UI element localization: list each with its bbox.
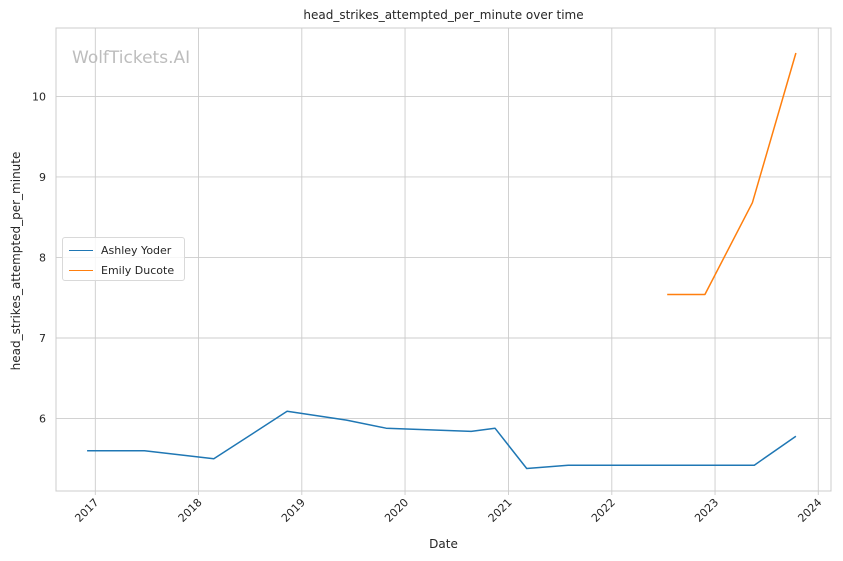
legend-swatch-emily-ducote	[69, 269, 93, 271]
y-tick-label: 8	[39, 251, 46, 264]
x-tick-label: 2018	[176, 496, 205, 525]
x-axis-label: Date	[429, 537, 458, 551]
y-tick-label: 9	[39, 171, 46, 184]
series-line-ashley-yoder	[87, 410, 797, 470]
x-tick-label: 2020	[382, 496, 411, 525]
legend: Ashley Yoder Emily Ducote	[62, 237, 185, 281]
series-line-emily-ducote	[667, 52, 797, 296]
watermark: WolfTickets.AI	[72, 48, 191, 68]
legend-item-ashley-yoder: Ashley Yoder	[69, 242, 171, 258]
x-tick-label: 2017	[72, 496, 101, 525]
legend-label-ashley-yoder: Ashley Yoder	[101, 243, 172, 257]
x-tick-label: 2019	[279, 496, 308, 525]
legend-label-emily-ducote: Emily Ducote	[101, 263, 175, 277]
y-tick-label: 10	[32, 90, 46, 103]
x-tick-label: 2022	[589, 496, 618, 525]
y-tick-label: 6	[39, 413, 46, 426]
y-tick-label: 7	[39, 332, 46, 345]
x-tick-label: 2024	[795, 496, 824, 525]
y-axis-label: head_strikes_attempted_per_minute	[9, 151, 23, 371]
series-layer	[87, 52, 797, 470]
plot-frame	[55, 27, 832, 492]
x-tick-label: 2021	[486, 496, 515, 525]
chart-title: head_strikes_attempted_per_minute over t…	[303, 8, 584, 22]
legend-item-emily-ducote: Emily Ducote	[69, 262, 174, 278]
legend-swatch-ashley-yoder	[69, 249, 93, 251]
x-tick-label: 2023	[692, 496, 721, 525]
